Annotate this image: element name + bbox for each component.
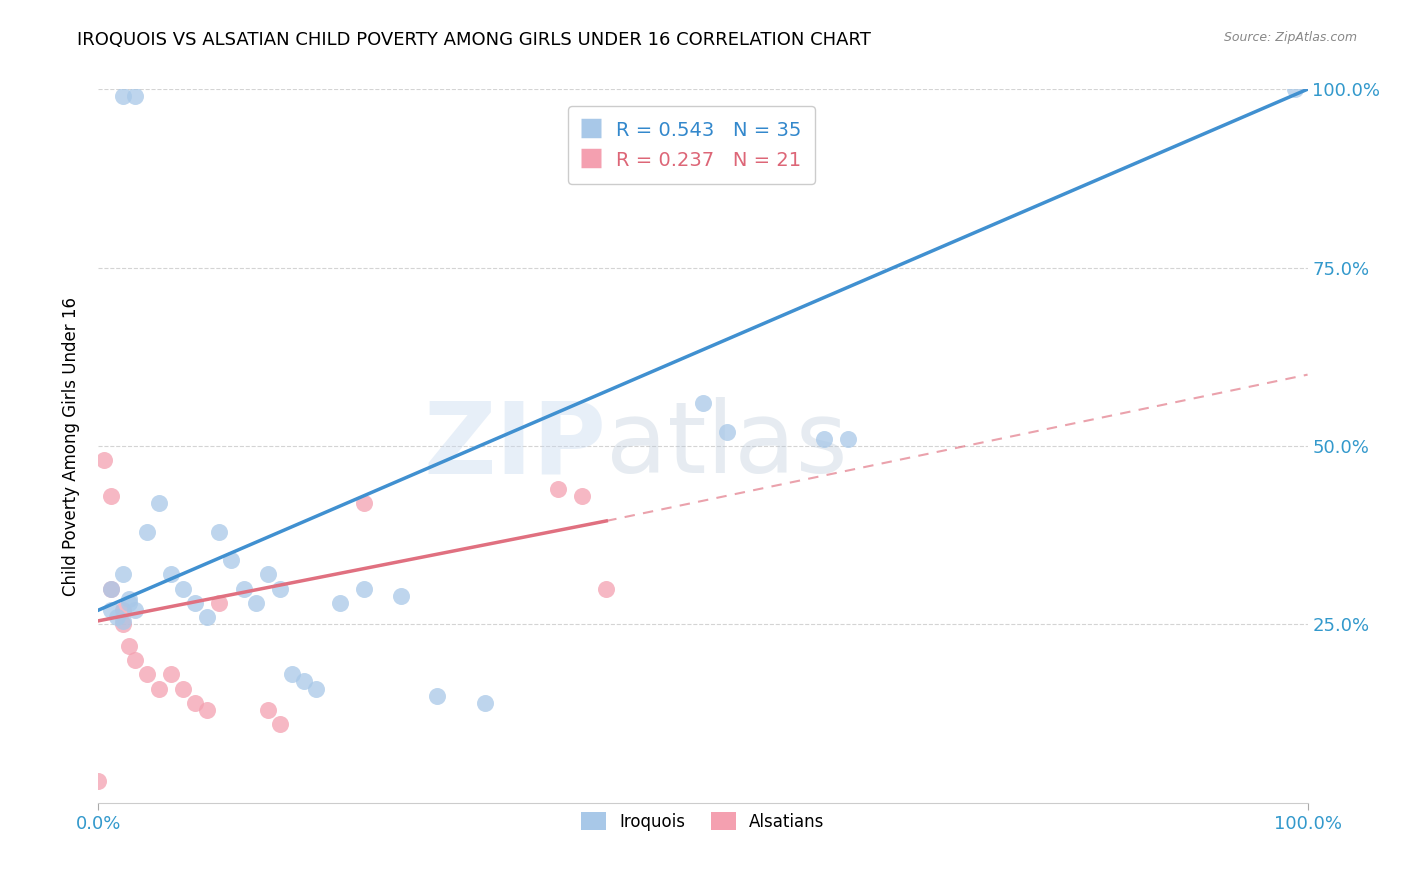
Point bbox=[716, 425, 738, 439]
Point bbox=[111, 617, 134, 632]
Point bbox=[184, 596, 207, 610]
Point bbox=[281, 667, 304, 681]
Point bbox=[208, 596, 231, 610]
Point bbox=[389, 589, 412, 603]
Point bbox=[232, 582, 254, 596]
Point bbox=[105, 610, 128, 624]
Point bbox=[111, 567, 134, 582]
Y-axis label: Child Poverty Among Girls Under 16: Child Poverty Among Girls Under 16 bbox=[62, 296, 80, 596]
Point bbox=[292, 674, 315, 689]
Point bbox=[692, 396, 714, 410]
Point bbox=[160, 567, 183, 582]
Point bbox=[256, 703, 278, 717]
Point bbox=[135, 667, 157, 681]
Point bbox=[100, 582, 122, 596]
Point bbox=[353, 496, 375, 510]
Legend: Iroquois, Alsatians: Iroquois, Alsatians bbox=[575, 805, 831, 838]
Point bbox=[208, 524, 231, 539]
Text: atlas: atlas bbox=[606, 398, 848, 494]
Point bbox=[172, 681, 194, 696]
Point bbox=[100, 603, 122, 617]
Point bbox=[93, 453, 115, 467]
Point bbox=[135, 524, 157, 539]
Point bbox=[245, 596, 267, 610]
Point bbox=[87, 774, 110, 789]
Text: Source: ZipAtlas.com: Source: ZipAtlas.com bbox=[1223, 31, 1357, 45]
Text: ZIP: ZIP bbox=[423, 398, 606, 494]
Text: IROQUOIS VS ALSATIAN CHILD POVERTY AMONG GIRLS UNDER 16 CORRELATION CHART: IROQUOIS VS ALSATIAN CHILD POVERTY AMONG… bbox=[77, 31, 872, 49]
Point bbox=[837, 432, 859, 446]
Point bbox=[118, 639, 141, 653]
Point bbox=[118, 592, 141, 607]
Point bbox=[100, 582, 122, 596]
Point bbox=[111, 614, 134, 628]
Point bbox=[329, 596, 352, 610]
Point bbox=[160, 667, 183, 681]
Point bbox=[221, 553, 243, 567]
Point bbox=[111, 89, 134, 103]
Point bbox=[426, 689, 449, 703]
Point bbox=[547, 482, 569, 496]
Point bbox=[111, 603, 134, 617]
Point bbox=[118, 596, 141, 610]
Point bbox=[813, 432, 835, 446]
Point bbox=[148, 496, 170, 510]
Point bbox=[474, 696, 496, 710]
Point bbox=[100, 489, 122, 503]
Point bbox=[269, 582, 291, 596]
Point bbox=[305, 681, 328, 696]
Point bbox=[571, 489, 593, 503]
Point bbox=[124, 603, 146, 617]
Point bbox=[595, 582, 617, 596]
Point bbox=[124, 89, 146, 103]
Point bbox=[172, 582, 194, 596]
Point bbox=[184, 696, 207, 710]
Point bbox=[353, 582, 375, 596]
Point bbox=[1284, 82, 1306, 96]
Point bbox=[269, 717, 291, 731]
Point bbox=[195, 703, 218, 717]
Point bbox=[148, 681, 170, 696]
Point bbox=[195, 610, 218, 624]
Point bbox=[256, 567, 278, 582]
Point bbox=[124, 653, 146, 667]
